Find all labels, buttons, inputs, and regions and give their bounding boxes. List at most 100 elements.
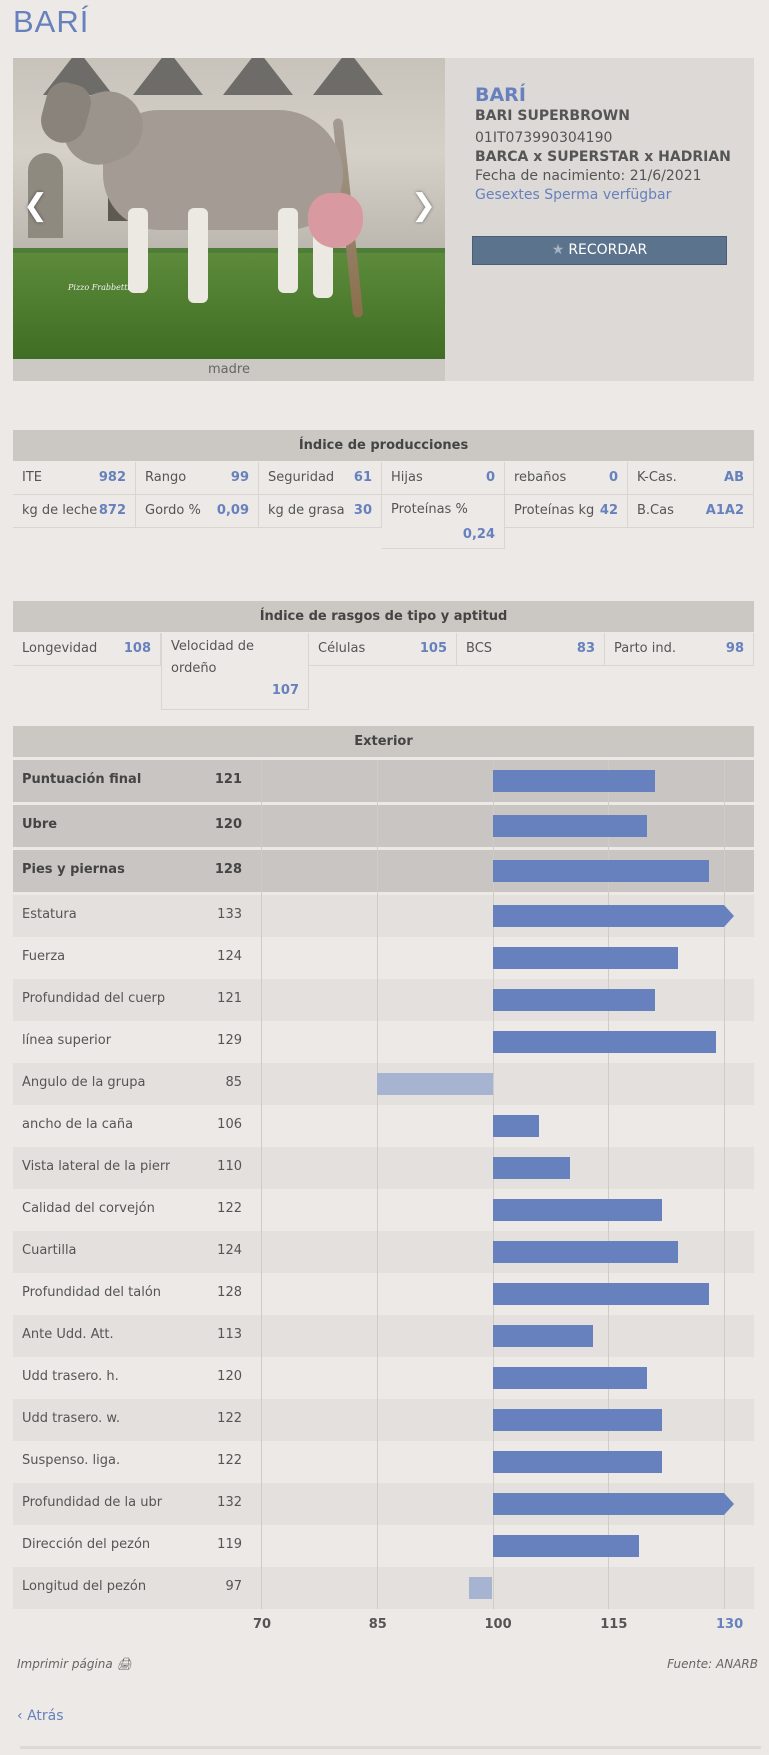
exterior-row-label: Udd trasero. h.	[22, 1369, 119, 1384]
exterior-bar	[492, 1493, 724, 1515]
exterior-row-label: Puntuación final	[22, 772, 142, 787]
cell-value: 98	[725, 641, 744, 656]
cell-label: Longevidad	[22, 641, 98, 656]
exterior-row-value: 122	[217, 1411, 242, 1426]
cell-label: Rango	[145, 470, 187, 485]
type-trait-cell: BCS 83	[457, 633, 605, 666]
exterior-row-value: 120	[214, 817, 242, 832]
cell-label: ordeño	[171, 661, 217, 676]
production-cell: rebaños 0	[505, 462, 628, 495]
cell-value: A1A2	[705, 503, 744, 518]
exterior-row-label: Fuerza	[22, 949, 66, 964]
gridline	[724, 760, 725, 1609]
exterior-bar	[492, 770, 655, 792]
cell-label: Hijas	[391, 470, 423, 485]
bottom-divider	[20, 1746, 761, 1749]
exterior-row-value: 128	[217, 1285, 242, 1300]
exterior-row-label: Calidad del corvejón	[22, 1201, 155, 1216]
print-page-link[interactable]: Imprimir página 🖨	[17, 1657, 132, 1671]
exterior-row-label: Suspenso. liga.	[22, 1453, 121, 1468]
axis-tick-label: 85	[368, 1617, 387, 1632]
exterior-bar	[492, 1451, 663, 1473]
exterior-bar	[492, 1535, 640, 1557]
production-title: Índice de producciones	[13, 430, 754, 461]
exterior-row-label: Ubre	[22, 817, 58, 832]
production-cell: K-Cas. AB	[628, 462, 754, 495]
gridline	[261, 760, 262, 1609]
cell-value: 42	[599, 503, 618, 518]
exterior-bar	[492, 860, 709, 882]
axis-tick-label: 115	[600, 1617, 628, 1632]
cell-label: Seguridad	[268, 470, 335, 485]
exterior-row-label: Vista lateral de la pierr	[22, 1159, 170, 1174]
type-trait-cell: Parto ind. 98	[605, 633, 754, 666]
exterior-row-label: Pies y piernas	[22, 862, 125, 877]
exterior-row-value: 128	[214, 862, 242, 877]
exterior-row: línea superior 129	[13, 1021, 754, 1063]
exterior-row-label: Dirección del pezón	[22, 1537, 151, 1552]
cell-label: Velocidad de	[171, 639, 255, 654]
cell-value: 30	[353, 503, 372, 518]
remember-button[interactable]: ★ RECORDAR	[472, 236, 727, 265]
cell-label: kg de leche	[22, 503, 98, 518]
type-trait-cell: Células 105	[309, 633, 457, 666]
exterior-bar	[469, 1577, 493, 1599]
cell-value: 0	[485, 470, 495, 485]
cell-value: 0,24	[462, 527, 495, 542]
cell-label: K-Cas.	[637, 470, 677, 485]
axis-tick-label: 70	[253, 1617, 272, 1632]
production-cell: Seguridad 61	[259, 462, 382, 495]
exterior-row-label: Profundidad de la ubr	[22, 1495, 163, 1510]
exterior-row-value: 85	[225, 1075, 242, 1090]
exterior-row: Suspenso. liga. 122	[13, 1441, 754, 1483]
animal-name: BARÍ	[475, 84, 526, 106]
exterior-row: Vista lateral de la pierr 110	[13, 1147, 754, 1189]
back-link[interactable]: ‹ Atrás	[17, 1708, 64, 1724]
exterior-row-label: Profundidad del cuerp	[22, 991, 166, 1006]
chevron-left-icon[interactable]: ❮	[23, 188, 49, 223]
exterior-row: Ante Udd. Att. 113	[13, 1315, 754, 1357]
exterior-bar	[492, 1241, 678, 1263]
cell-label: ITE	[22, 470, 42, 485]
exterior-row: Profundidad del talón 128	[13, 1273, 754, 1315]
exterior-bar	[492, 815, 647, 837]
exterior-row-label: Ángulo de la grupa	[22, 1075, 146, 1090]
exterior-bar	[492, 947, 678, 969]
exterior-bar	[492, 1283, 709, 1305]
exterior-row-value: 121	[217, 991, 242, 1006]
cell-label: Proteínas %	[391, 502, 468, 517]
exterior-row: Longitud del pezón 97	[13, 1567, 754, 1609]
exterior-row-label: Profundidad del talón	[22, 1285, 162, 1300]
header-panel: Pizzo Frabbetti ❮ ❯ madre BARÍ BARI SUPE…	[13, 58, 754, 381]
cell-label: Parto ind.	[614, 641, 676, 656]
cell-value: 99	[230, 470, 249, 485]
production-cell: Rango 99	[136, 462, 259, 495]
cell-value: 105	[419, 641, 447, 656]
production-cell: Proteínas % 0,24	[382, 495, 505, 549]
gridline	[608, 760, 610, 1609]
exterior-bar	[376, 1073, 493, 1095]
sexed-semen-link[interactable]: Gesextes Sperma verfügbar	[475, 187, 672, 203]
exterior-bar	[492, 905, 724, 927]
exterior-bar	[492, 1409, 663, 1431]
exterior-row-value: 132	[217, 1495, 242, 1510]
production-cell: kg de grasa 30	[259, 495, 382, 528]
exterior-bar	[492, 989, 655, 1011]
type-trait-cell: Velocidad de ordeño 107	[161, 633, 309, 710]
exterior-row-value: 124	[217, 949, 242, 964]
cell-value: 61	[353, 470, 372, 485]
exterior-row-label: Udd trasero. w.	[22, 1411, 120, 1426]
overflow-arrow	[724, 905, 734, 927]
chevron-right-icon[interactable]: ❯	[411, 188, 437, 223]
printer-icon: 🖨	[116, 1657, 132, 1671]
exterior-row-value: 122	[217, 1453, 242, 1468]
source-label: Fuente: ANARB	[667, 1657, 758, 1671]
photo-caption: madre	[13, 359, 445, 381]
overflow-arrow	[724, 1493, 734, 1515]
exterior-row: Udd trasero. h. 120	[13, 1357, 754, 1399]
production-cell: Gordo % 0,09	[136, 495, 259, 528]
gridline	[376, 760, 378, 1609]
exterior-bar	[492, 1325, 593, 1347]
animal-full-name: BARI SUPERBROWN	[475, 108, 630, 124]
exterior-row-label: Cuartilla	[22, 1243, 77, 1258]
